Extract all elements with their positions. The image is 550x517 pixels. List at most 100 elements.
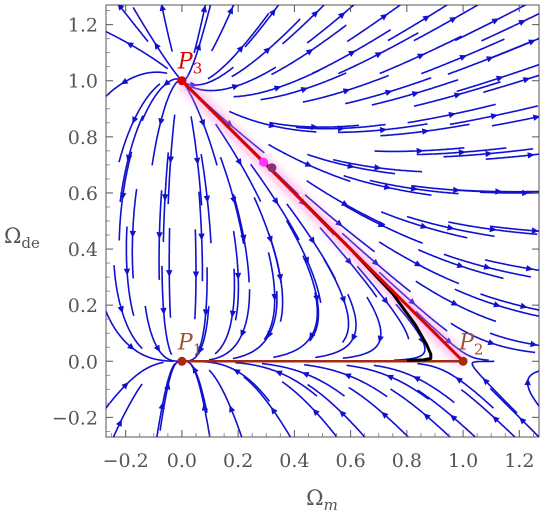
streamline-arrow [194, 43, 202, 51]
streamline-arrow [416, 147, 424, 155]
streamline-arrow [263, 47, 271, 55]
streamline-arrow [271, 197, 279, 205]
streamline-arrow [302, 256, 309, 265]
streamline-arrow [127, 342, 135, 350]
streamline-arrow [381, 296, 389, 305]
streamline-arrow [417, 53, 425, 60]
streamline [244, 5, 280, 48]
streamline-arrow [121, 382, 129, 390]
critical-point-label: P3 [177, 50, 202, 78]
streamline-arrow [159, 5, 166, 12]
y-tick-label: 0.4 [68, 239, 98, 261]
y-tick-label: −0.2 [52, 407, 98, 429]
streamline-arrow [192, 271, 200, 279]
streamline-arrow [423, 413, 431, 421]
streamline [281, 5, 326, 45]
streamline-arrow [493, 301, 501, 308]
streamline-arrow [459, 55, 467, 61]
x-tick-label: 1.0 [448, 450, 478, 472]
streamline-arrow [240, 329, 247, 338]
streamline-arrow [229, 310, 237, 318]
streamline-arrow [342, 88, 351, 95]
streamline-arrow [374, 164, 382, 171]
streamline-arrow [163, 79, 171, 87]
streamline-arrow [275, 370, 283, 377]
streamline-arrow [162, 194, 169, 202]
critical-point-1 [177, 356, 187, 366]
streamline [193, 5, 207, 54]
y-axis-label: Ωde [4, 224, 40, 252]
streamline-arrow [487, 339, 496, 346]
streamline-arrow [456, 261, 465, 269]
streamline-arrow [520, 302, 528, 310]
x-tick-label: 0.6 [336, 450, 366, 472]
streamline-arrow [448, 111, 456, 119]
streamline-arrow [273, 85, 282, 92]
streamline-arrow [495, 75, 504, 82]
streamline-arrow [522, 189, 530, 197]
streamline-arrow [351, 333, 358, 342]
streamline-arrow [531, 227, 539, 234]
streamline-arrow [193, 157, 201, 165]
streamline-arrow [304, 160, 313, 167]
streamline-arrow [450, 299, 459, 306]
streamline-arrow [236, 45, 244, 53]
streamline [117, 5, 149, 43]
streamline-arrow [450, 414, 458, 422]
streamline [484, 259, 539, 272]
y-tick-label: 1.0 [68, 71, 98, 93]
streamline [479, 191, 539, 194]
streamline-arrow [154, 42, 161, 50]
streamline-arrow [380, 13, 388, 21]
streamline-arrow [343, 373, 352, 380]
streamline-arrow [230, 196, 237, 205]
streamline-arrow [414, 260, 422, 267]
streamline-arrow [234, 272, 242, 280]
streamline-arrow [231, 84, 240, 91]
streamline-arrow [453, 92, 462, 99]
streamline-arrow [126, 42, 134, 49]
streamline-arrow [421, 128, 430, 135]
streamline [480, 293, 539, 311]
streamline-arrow [158, 117, 165, 126]
streamline-arrow [126, 154, 133, 162]
streamline [489, 332, 539, 347]
streamline-arrow [337, 125, 345, 132]
streamline-arrow [483, 263, 492, 270]
critical-point-label: P2 [458, 330, 483, 358]
streamline [160, 5, 173, 52]
critical-point-label: P1 [177, 330, 202, 358]
streamline [489, 37, 539, 60]
streamline-arrow [123, 268, 131, 276]
streamline-arrow [167, 156, 175, 164]
streamline-arrow [235, 158, 242, 166]
streamline-arrow [300, 86, 309, 94]
streamline-arrow [412, 376, 421, 383]
streamline [491, 115, 539, 127]
x-tick-label: 0.2 [223, 450, 253, 472]
streamline-arrow [233, 368, 241, 376]
y-tick-label: 0.8 [68, 127, 98, 149]
streamline-arrow [489, 225, 497, 233]
streamline [489, 225, 539, 232]
streamline-arrow [383, 183, 392, 190]
streamline-arrow [117, 5, 125, 11]
streamline-arrow [482, 377, 490, 386]
streamline-arrow [313, 294, 320, 303]
streamline-arrow [339, 410, 347, 418]
streamline-arrow [337, 12, 346, 20]
streamline-arrow [532, 114, 539, 121]
streamline-arrow [455, 377, 463, 384]
streamline-arrow [335, 219, 343, 227]
streamline-arrow [153, 344, 161, 353]
streamline-arrow [458, 149, 466, 156]
streamline-arrow [311, 10, 319, 18]
streamline-arrow [525, 265, 534, 272]
streamline-arrow [348, 50, 356, 57]
streamline-arrow [164, 382, 171, 390]
streamline-arrow [301, 371, 310, 378]
streamline-arrow [528, 39, 536, 46]
streamline-arrow [377, 221, 386, 228]
streamline-arrow [386, 374, 394, 381]
streamline-arrow [518, 20, 526, 26]
